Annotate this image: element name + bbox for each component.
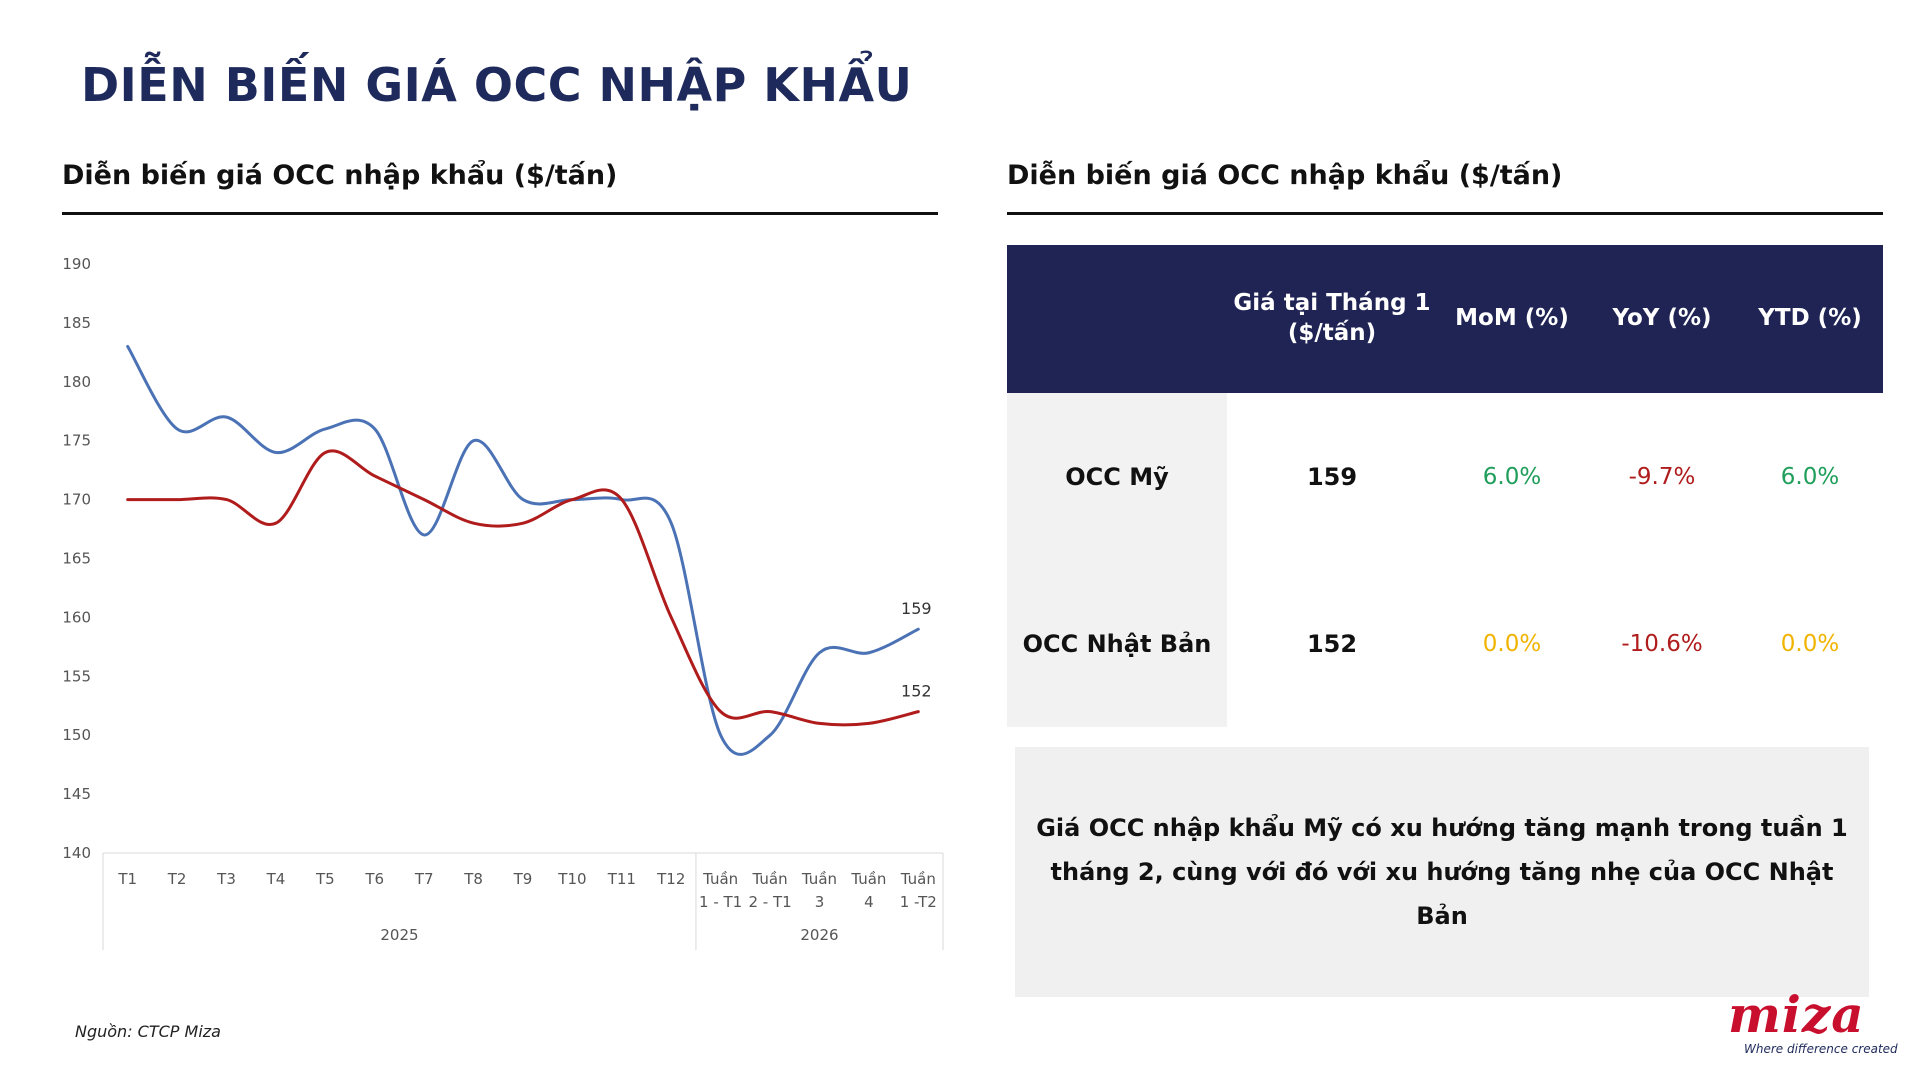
chart-section-title: Diễn biến giá OCC nhập khẩu ($/tấn): [62, 160, 618, 191]
x-tick-label: T4: [266, 870, 286, 888]
x-tick-label: T7: [414, 870, 434, 888]
x-tick-label: T10: [557, 870, 586, 888]
x-axis-group-label: 2026: [800, 926, 838, 944]
x-tick-label: T3: [216, 870, 236, 888]
y-tick-label: 160: [62, 608, 91, 626]
table-section-title: Diễn biến giá OCC nhập khẩu ($/tấn): [1007, 160, 1563, 191]
x-tick-label: T1: [117, 870, 137, 888]
series-line: [126, 449, 920, 727]
row-label: OCC Mỹ: [1007, 393, 1227, 560]
miza-logo: miza Where difference created: [1728, 990, 1908, 1060]
x-tick-label: Tuần 1 - T1: [699, 870, 742, 911]
x-tick-label: Tuần 4: [850, 870, 886, 911]
x-tick-label: Tuần 2 - T1: [748, 870, 791, 911]
x-tick-label: Tuần 1 -T2: [900, 870, 937, 911]
y-tick-label: 165: [62, 550, 91, 568]
x-tick-label: Tuần 3: [801, 870, 837, 911]
x-tick-label: T12: [656, 870, 685, 888]
table-row: OCC Mỹ 159 6.0% -9.7% 6.0%: [1007, 393, 1883, 560]
data-label: 152: [901, 682, 932, 701]
y-tick-label: 150: [62, 726, 91, 744]
mom-cell: 6.0%: [1482, 463, 1542, 490]
row-label: OCC Nhật Bản: [1007, 560, 1227, 727]
price-cell: 159: [1306, 462, 1358, 491]
logo-wordmark: miza: [1728, 985, 1865, 1044]
header-ytd: YTD (%): [1758, 305, 1862, 332]
y-tick-label: 175: [62, 432, 91, 450]
ytd-cell: 6.0%: [1780, 463, 1840, 490]
table-row: OCC Nhật Bản 152 0.0% -10.6% 0.0%: [1007, 560, 1883, 727]
ytd-cell: 0.0%: [1780, 630, 1840, 657]
commentary-box: Giá OCC nhập khẩu Mỹ có xu hướng tăng mạ…: [1015, 747, 1869, 997]
y-tick-label: 190: [62, 255, 91, 273]
x-tick-label: T2: [167, 870, 187, 888]
price-line-chart: 190 185 180 175 170 165 160 155 150 145 140 2025 202…: [62, 255, 944, 950]
chart-section-divider: [62, 212, 938, 215]
x-tick-label: T6: [364, 870, 384, 888]
y-tick-label: 185: [62, 314, 91, 332]
header-price: Giá tại Tháng 1 ($/tấn): [1233, 290, 1431, 346]
series-line: [126, 344, 920, 756]
page-title: DIỄN BIẾN GIÁ OCC NHẬP KHẨU: [81, 58, 913, 112]
y-tick-label: 145: [62, 785, 91, 803]
x-tick-label: T5: [315, 870, 335, 888]
x-tick-label: T8: [463, 870, 483, 888]
header-yoy: YoY (%): [1612, 305, 1712, 332]
x-axis-group-label: 2025: [380, 926, 418, 944]
x-tick-label: T9: [513, 870, 533, 888]
y-tick-label: 140: [62, 844, 91, 862]
mom-cell: 0.0%: [1482, 630, 1542, 657]
yoy-cell: -9.7%: [1628, 463, 1696, 490]
logo-tagline: Where difference created: [1744, 1042, 1898, 1056]
y-tick-label: 170: [62, 491, 91, 509]
table-header-row: Giá tại Tháng 1 ($/tấn) MoM (%) YoY (%) …: [1007, 245, 1883, 393]
yoy-cell: -10.6%: [1621, 630, 1703, 657]
commentary-text: Giá OCC nhập khẩu Mỹ có xu hướng tăng mạ…: [1036, 814, 1848, 930]
price-cell: 152: [1306, 629, 1358, 658]
price-table: Giá tại Tháng 1 ($/tấn) MoM (%) YoY (%) …: [1007, 245, 1883, 727]
y-tick-label: 155: [62, 667, 91, 685]
table-section-divider: [1007, 212, 1883, 215]
source-note: Nguồn: CTCP Miza: [75, 1022, 221, 1041]
data-label: 159: [901, 599, 932, 618]
x-tick-label: T11: [607, 870, 636, 888]
y-tick-label: 180: [62, 373, 91, 391]
header-mom: MoM (%): [1455, 305, 1569, 332]
